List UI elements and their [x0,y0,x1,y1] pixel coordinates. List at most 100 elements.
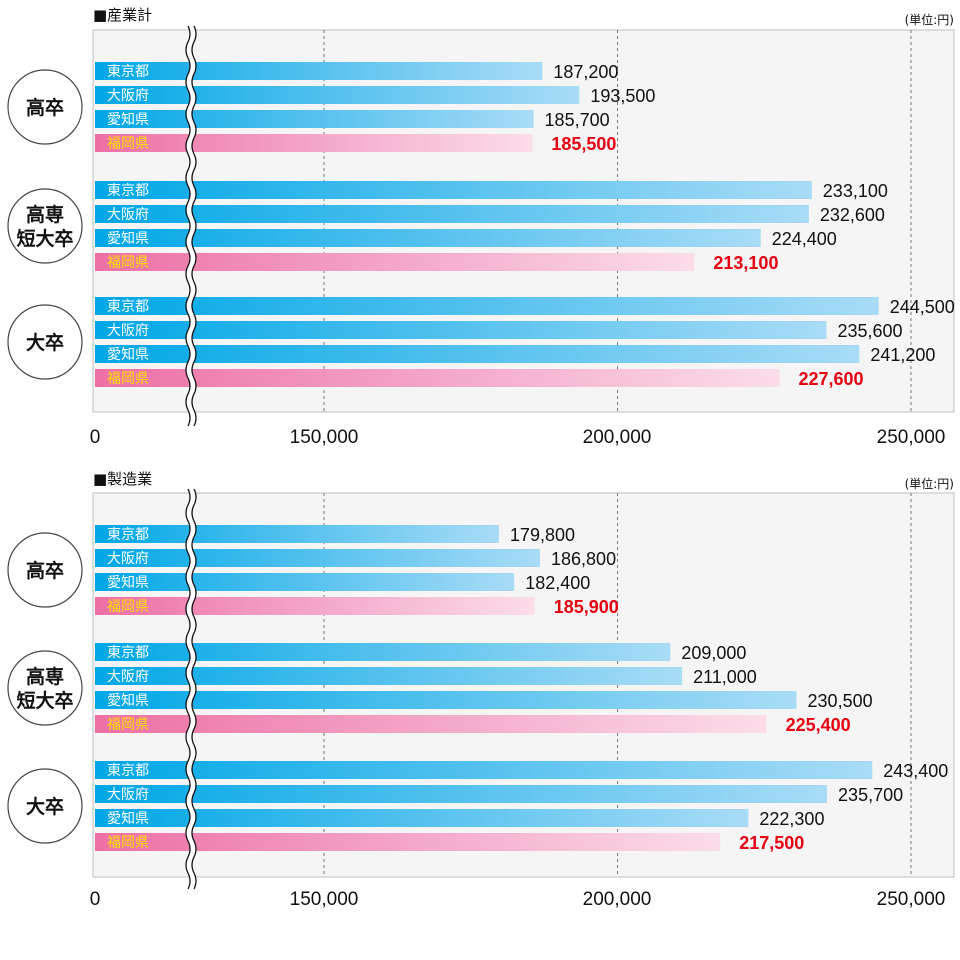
x-tick-label: 200,000 [583,427,652,448]
bar-series-label: 愛知県 [107,810,149,827]
x-tick-label: 0 [90,889,101,910]
bar-series-label: 福岡県 [107,835,149,851]
group-circle [7,304,83,380]
bar-series-label: 福岡県 [107,371,149,387]
group-circle [7,532,83,608]
bar-series-label: 東京都 [107,645,149,661]
bar-series-label: 愛知県 [107,230,149,247]
bar [95,134,533,152]
bar [95,785,828,803]
bar-value-label: 224,400 [772,229,837,249]
axis-break-gap [186,24,196,428]
x-tick-label: 150,000 [290,889,359,910]
chart-marks: 東京都 187,200 大阪府 193,500 愛知県 185,700 福岡県 185,500… [7,24,955,891]
bar-series-label: 愛知県 [107,574,149,591]
bar [95,715,767,733]
bar [95,181,812,199]
bar-value-label: 185,500 [551,134,616,154]
bar-value-label: 185,900 [554,597,619,617]
bar-series-label: 大阪府 [107,88,149,104]
bar-series-label: 福岡県 [107,599,149,615]
panel-title: ■製造業 [93,470,152,488]
bar-series-label: 大阪府 [107,787,149,803]
bar-value-label: 186,800 [551,549,616,569]
group-circle [7,69,83,145]
bar [95,229,761,247]
bar [95,525,499,543]
bar-value-label: 179,800 [510,525,575,545]
bar-series-label: 東京都 [107,527,149,543]
group-label: 大卒 [26,331,64,354]
bar [95,369,780,387]
bar-series-label: 大阪府 [107,207,149,223]
bar [95,321,827,339]
bar-value-label: 193,500 [590,86,655,106]
bar [95,597,535,615]
axis-break-line [185,488,191,890]
bar-value-label: 182,400 [525,573,590,593]
bar [95,833,721,851]
axis-break-line [191,25,197,427]
x-tick-label: 250,000 [877,889,946,910]
group-circle [7,650,83,726]
bar [95,345,860,363]
bar-series-label: 東京都 [107,763,149,779]
bar-series-label: 福岡県 [107,136,149,152]
bar [95,691,797,709]
group-label: 大卒 [26,795,64,818]
bar-value-label: 232,600 [820,205,885,225]
group-label: 高専 [26,665,64,688]
bar-value-label: 187,200 [553,62,618,82]
bar-value-label: 235,700 [838,785,903,805]
bar-value-label: 230,500 [808,691,873,711]
bar [95,809,749,827]
bar-value-label: 211,000 [693,667,757,687]
bar-value-label: 233,100 [823,181,888,201]
bar-value-label: 241,200 [870,345,935,365]
group-label: 高専 [26,203,64,226]
bar-series-label: 福岡県 [107,255,149,271]
bar [95,761,873,779]
bar [95,643,671,661]
x-tick-label: 0 [90,427,101,448]
bar-series-label: 大阪府 [107,551,149,567]
bar [95,573,515,591]
bar-series-label: 東京都 [107,64,149,80]
bar-value-label: 225,400 [786,715,851,735]
bar [95,62,543,80]
bar-value-label: 209,000 [681,643,746,663]
bar [95,549,541,567]
bar [95,205,809,223]
group-circle [7,188,83,264]
group-label: 高卒 [26,559,64,582]
bar-series-label: 大阪府 [107,323,149,339]
bar-series-label: 東京都 [107,299,149,315]
bar [95,253,695,271]
bar [95,86,580,104]
group-label: 短大卒 [16,689,73,712]
group-label: 短大卒 [16,227,73,250]
bar-value-label: 243,400 [883,761,948,781]
bar-value-label: 213,100 [713,253,778,273]
unit-label: (単位:円) [905,12,954,27]
axis-break-line [185,25,191,427]
bar-series-label: 愛知県 [107,692,149,709]
bar [95,110,534,128]
x-tick-label: 200,000 [583,889,652,910]
group-circle [7,768,83,844]
bar-value-label: 222,300 [759,809,824,829]
bar-value-label: 235,600 [837,321,902,341]
bar [95,297,879,315]
panel-title: ■産業計 [93,6,152,24]
bar-series-label: 愛知県 [107,346,149,363]
group-label: 高卒 [26,96,64,119]
axis-break-line [191,488,197,890]
bar [95,667,683,685]
bar-value-label: 227,600 [799,369,864,389]
bar-series-label: 東京都 [107,183,149,199]
bar-series-label: 福岡県 [107,717,149,733]
bar-value-label: 217,500 [739,833,804,853]
bar-value-label: 244,500 [890,297,955,317]
